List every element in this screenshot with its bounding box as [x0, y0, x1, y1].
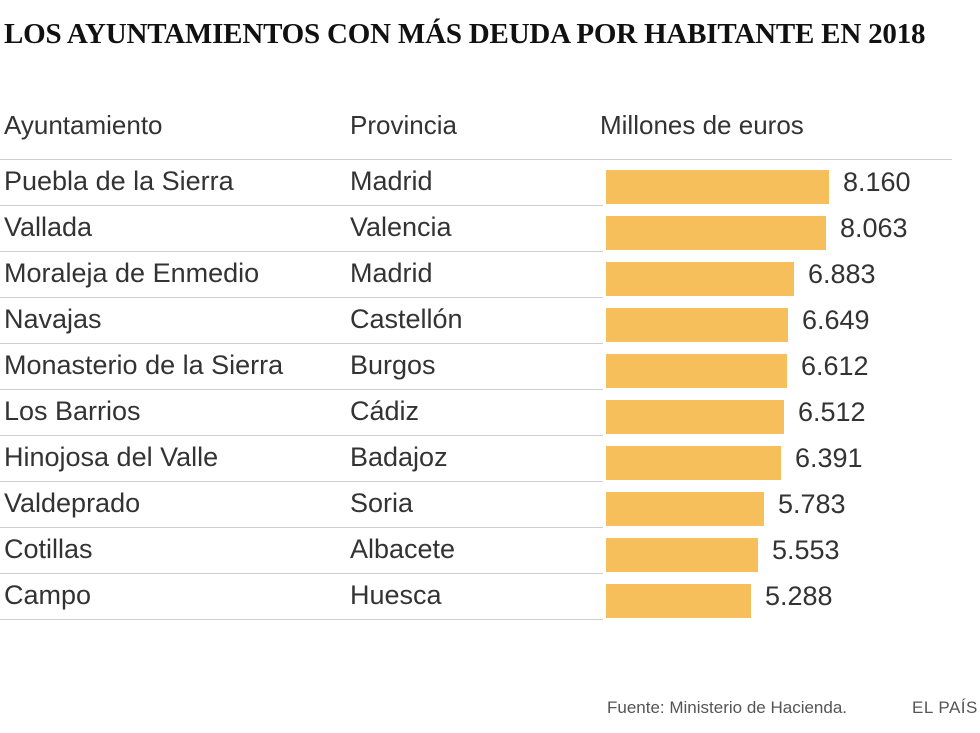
- row-divider: [0, 527, 603, 528]
- bar: [606, 170, 829, 204]
- municipio-cell: Los Barrios: [4, 396, 141, 426]
- row-divider: [0, 389, 603, 390]
- bar: [606, 584, 751, 618]
- value-label: 6.883: [808, 259, 876, 289]
- table-row: Vallada Valencia 8.063: [0, 206, 980, 252]
- table-row: Navajas Castellón 6.649: [0, 298, 980, 344]
- column-header-millones: Millones de euros: [600, 110, 804, 140]
- provincia-cell: Valencia: [350, 212, 452, 242]
- value-label: 5.553: [772, 535, 840, 565]
- bar: [606, 446, 781, 480]
- column-header-ayuntamiento: Ayuntamiento: [4, 110, 163, 140]
- row-divider: [0, 573, 603, 574]
- value-label: 5.288: [765, 581, 833, 611]
- value-label: 6.612: [801, 351, 869, 381]
- value-label: 6.391: [795, 443, 863, 473]
- row-divider: [0, 481, 603, 482]
- provincia-cell: Albacete: [350, 534, 456, 564]
- table-row: Los Barrios Cádiz 6.512: [0, 390, 980, 436]
- municipio-cell: Vallada: [4, 212, 93, 242]
- bar: [606, 216, 826, 250]
- table-row: Moraleja de Enmedio Madrid 6.883: [0, 252, 980, 298]
- provincia-cell: Madrid: [350, 258, 433, 288]
- header-divider: [0, 159, 952, 160]
- value-label: 5.783: [778, 489, 846, 519]
- municipio-cell: Puebla de la Sierra: [4, 166, 234, 196]
- row-divider: [0, 205, 603, 206]
- municipio-cell: Campo: [4, 580, 92, 610]
- municipio-cell: Cotillas: [4, 534, 93, 564]
- bar: [606, 308, 788, 342]
- provincia-cell: Badajoz: [350, 442, 448, 472]
- row-divider: [0, 343, 603, 344]
- row-divider: [0, 619, 603, 620]
- municipio-cell: Valdeprado: [4, 488, 141, 518]
- provincia-cell: Soria: [350, 488, 414, 518]
- table-row: Cotillas Albacete 5.553: [0, 528, 980, 574]
- bar: [606, 262, 794, 296]
- bar: [606, 538, 758, 572]
- provincia-cell: Madrid: [350, 166, 433, 196]
- municipio-cell: Navajas: [4, 304, 102, 334]
- municipio-cell: Moraleja de Enmedio: [4, 258, 260, 288]
- row-divider: [0, 435, 603, 436]
- bar: [606, 492, 764, 526]
- value-label: 8.160: [843, 167, 911, 197]
- table-row: Monasterio de la Sierra Burgos 6.612: [0, 344, 980, 390]
- bar: [606, 400, 784, 434]
- value-label: 6.649: [802, 305, 870, 335]
- table-row: Valdeprado Soria 5.783: [0, 482, 980, 528]
- municipio-cell: Monasterio de la Sierra: [4, 350, 284, 380]
- value-label: 6.512: [798, 397, 866, 427]
- chart-title: LOS AYUNTAMIENTOS CON MÁS DEUDA POR HABI…: [4, 18, 926, 50]
- provincia-cell: Castellón: [350, 304, 463, 334]
- table-row: Hinojosa del Valle Badajoz 6.391: [0, 436, 980, 482]
- row-divider: [0, 251, 603, 252]
- brand-label: EL PAÍS: [912, 698, 978, 717]
- provincia-cell: Burgos: [350, 350, 436, 380]
- value-label: 8.063: [840, 213, 908, 243]
- column-header-provincia: Provincia: [350, 110, 457, 140]
- municipio-cell: Hinojosa del Valle: [4, 442, 219, 472]
- provincia-cell: Huesca: [350, 580, 442, 610]
- source-note: Fuente: Ministerio de Hacienda.: [607, 698, 848, 717]
- bar: [606, 354, 787, 388]
- table-row: Puebla de la Sierra Madrid 8.160: [0, 160, 980, 206]
- table-row: Campo Huesca 5.288: [0, 574, 980, 620]
- provincia-cell: Cádiz: [350, 396, 420, 426]
- row-divider: [0, 297, 603, 298]
